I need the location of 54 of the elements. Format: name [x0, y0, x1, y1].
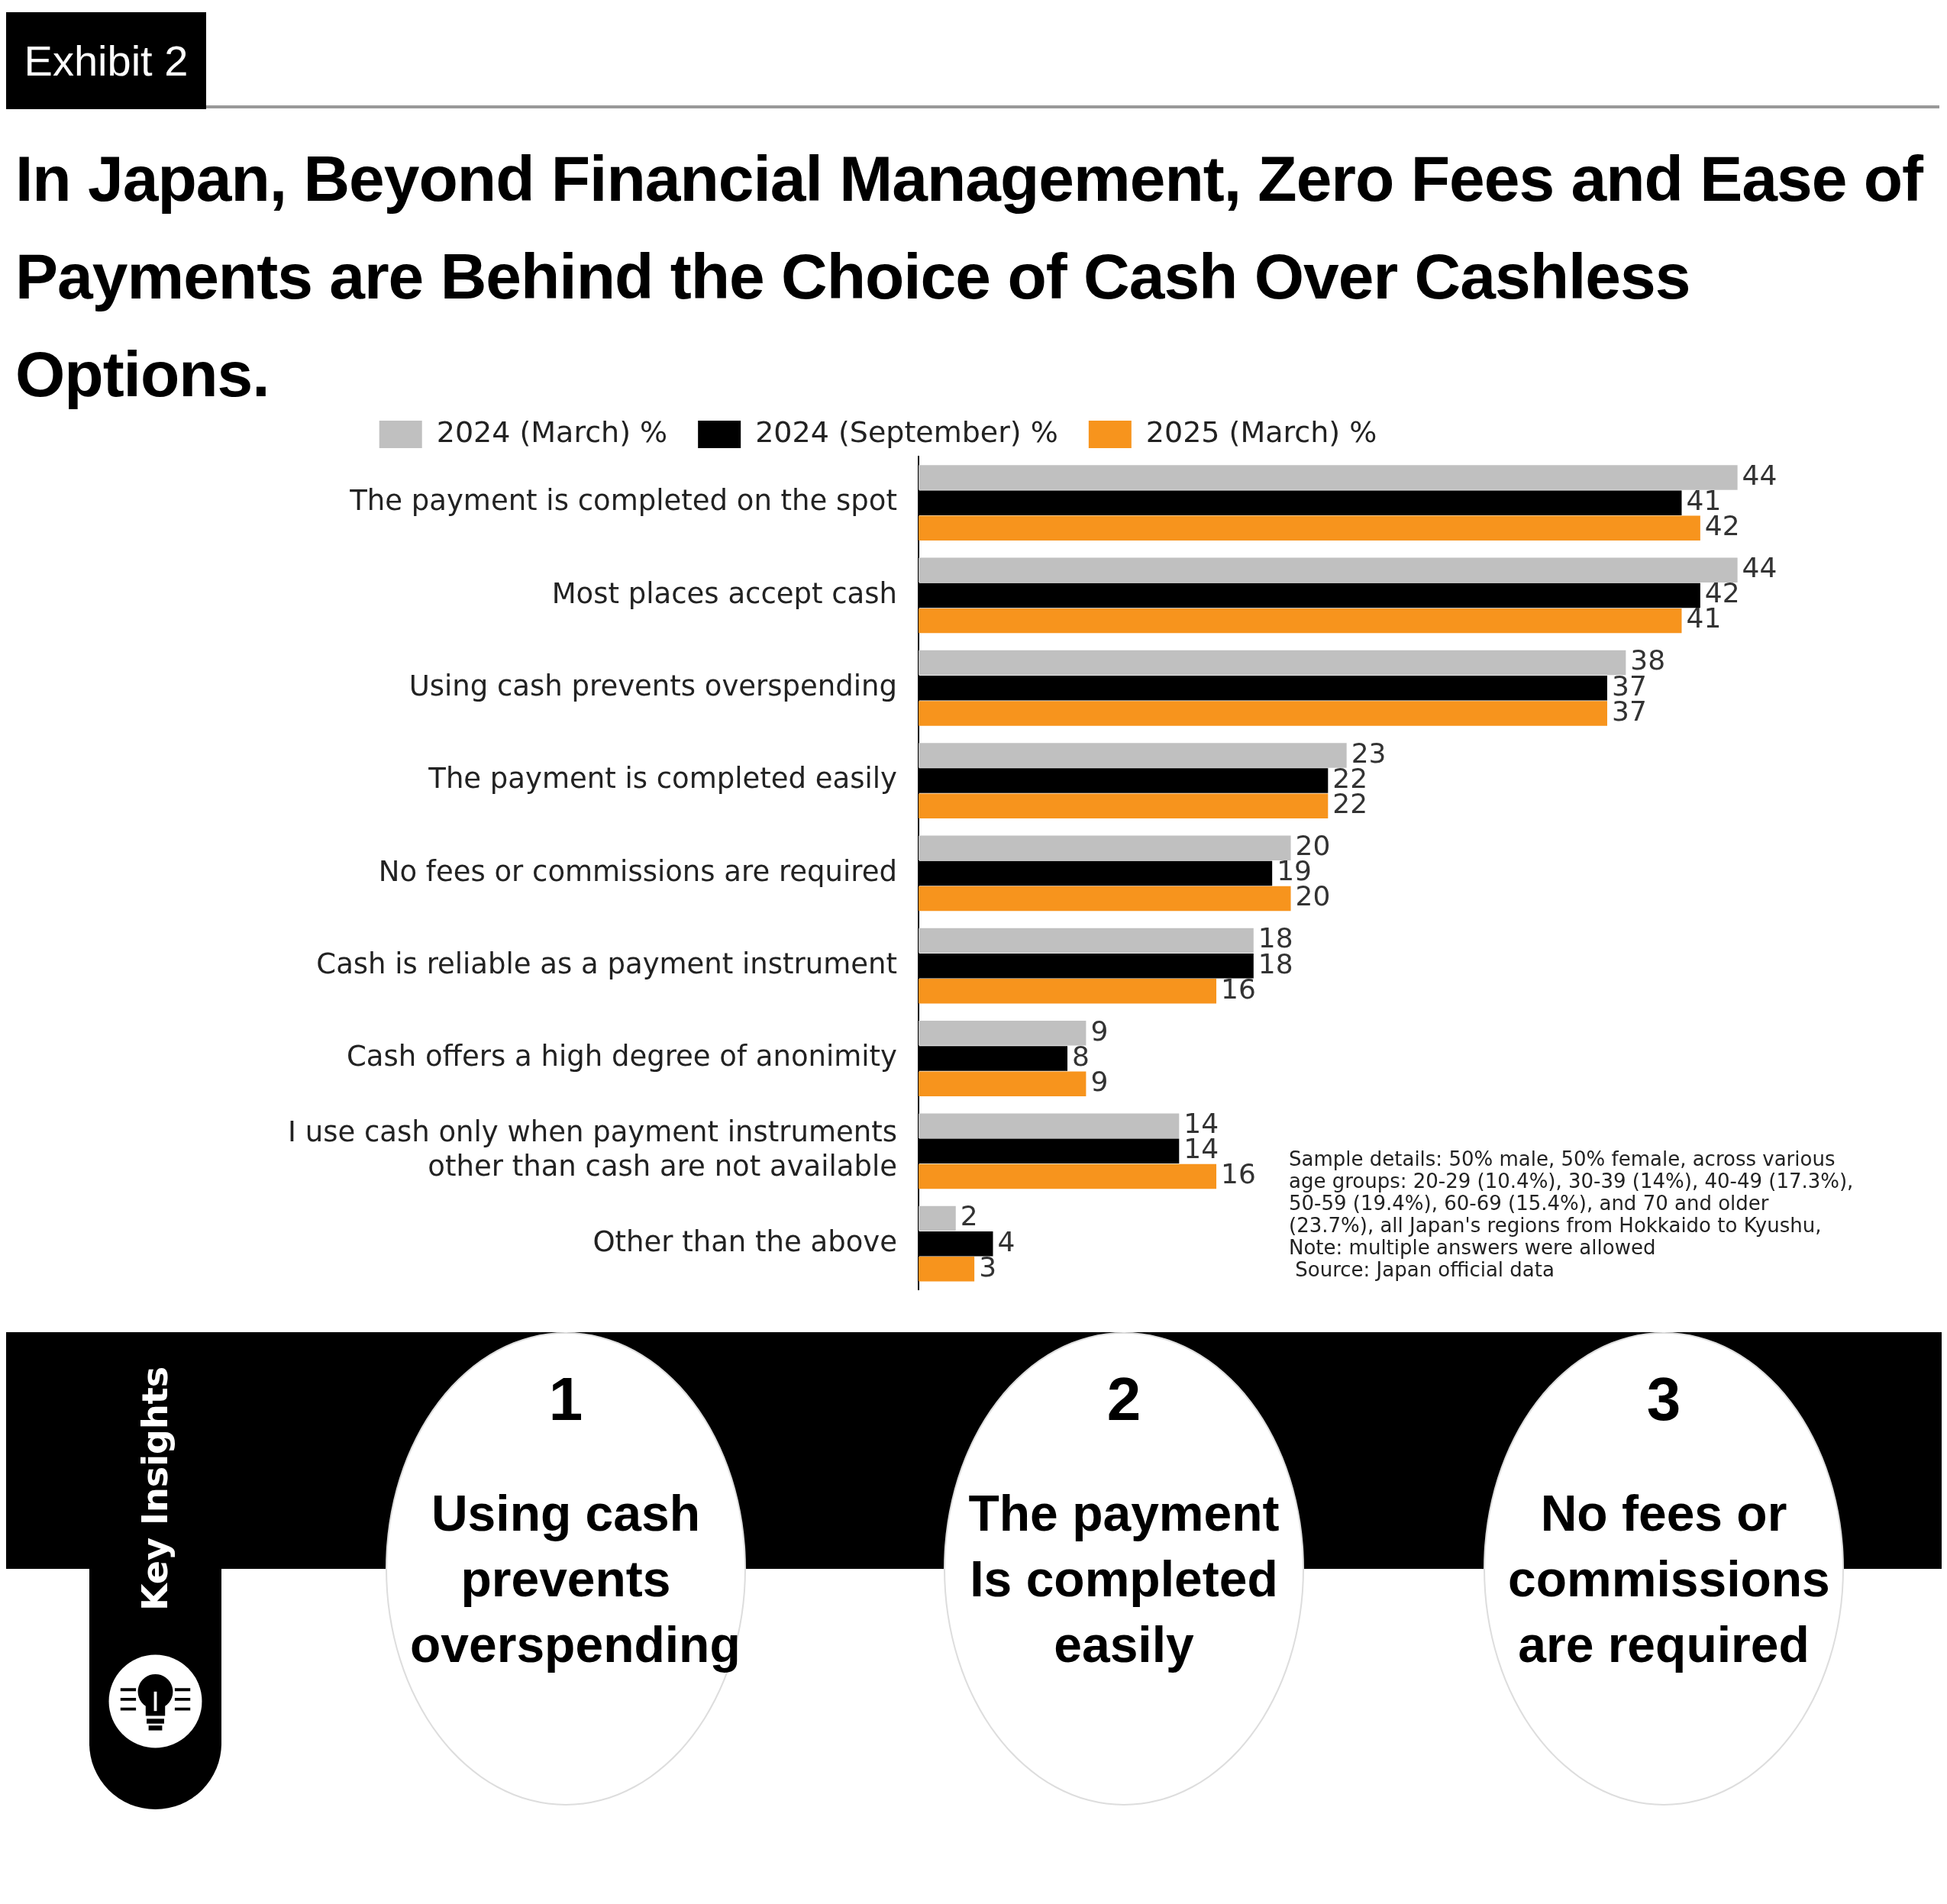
- data-label: 8: [1072, 1040, 1090, 1072]
- bar: [919, 1071, 1087, 1096]
- data-label: 2: [960, 1200, 978, 1232]
- data-label: 44: [1742, 459, 1777, 491]
- y-tick-label: I use cash only when payment instruments other than cash are not available: [288, 1115, 897, 1183]
- text: 1: [547, 1364, 584, 1434]
- y-tick-label: Cash offers a high degree of anonimity: [346, 1040, 897, 1073]
- text: 2: [1106, 1364, 1142, 1434]
- legend-label: 2025 (March) %: [1145, 415, 1377, 449]
- data-label: 9: [1090, 1066, 1109, 1098]
- bar: [919, 1205, 956, 1231]
- y-tick-label: Cash is reliable as a payment instrument: [316, 947, 897, 980]
- text: Key Insights: [134, 1366, 176, 1612]
- bar: [919, 743, 1347, 768]
- bar: [919, 886, 1291, 912]
- data-label: 4: [997, 1225, 1015, 1257]
- bar: [919, 793, 1329, 818]
- y-tick-label: No fees or commissions are required: [378, 854, 897, 888]
- bar: [919, 465, 1738, 490]
- bar: [919, 1257, 975, 1282]
- bar: [919, 1113, 1180, 1138]
- data-label: 44: [1742, 552, 1777, 584]
- data-label: 42: [1704, 510, 1740, 542]
- annotation: Sample details: 50% male, 50% female, across various age groups: 20-29 (10.4%), 30-39 (14%), 40-49 (17.3%), 50-59 (19.4%), 60-69 (15.4%), and 70 and older (23.7%), all Japan's regions from Hokkaido to Kyushu, Note: multiple answers were allowed: [1289, 1147, 1854, 1259]
- bar: [919, 650, 1626, 676]
- bar: [919, 928, 1254, 954]
- bar: [919, 835, 1291, 860]
- bar: [919, 557, 1738, 583]
- legend-label: 2024 (March) %: [436, 415, 668, 449]
- data-label: 16: [1221, 1158, 1256, 1190]
- text: Exhibit 2: [6, 12, 206, 109]
- text: No fees or commissions are required: [1508, 1484, 1830, 1674]
- annotation: Source: Japan official data: [1295, 1258, 1555, 1281]
- bar: [919, 1021, 1087, 1046]
- data-label: 16: [1221, 973, 1256, 1005]
- y-tick-label: Other than the above: [592, 1225, 897, 1258]
- text: The payment Is completed easily: [968, 1484, 1280, 1674]
- bar: [919, 979, 1217, 1004]
- bar: [919, 515, 1700, 541]
- chart-title: In Japan, Beyond Financial Management, Zero Fees and Ease of Payments are Behind the Choice of Cash Over Cashless Options.: [15, 143, 1923, 410]
- data-label: 14: [1183, 1133, 1219, 1165]
- legend-label: 2024 (September) %: [755, 415, 1058, 449]
- data-label: 9: [1090, 1015, 1109, 1047]
- text: 3: [1645, 1364, 1682, 1434]
- y-tick-label: Using cash prevents overspending: [408, 669, 897, 702]
- data-label: 20: [1295, 880, 1331, 912]
- y-tick-label: Most places accept cash: [551, 576, 897, 610]
- bar: [919, 1163, 1217, 1189]
- bar: [919, 608, 1682, 634]
- data-label: 3: [979, 1251, 997, 1283]
- y-tick-label: The payment is completed easily: [428, 762, 897, 795]
- y-tick-label: The payment is completed on the spot: [349, 484, 897, 518]
- data-label: 41: [1686, 602, 1722, 634]
- bar: [919, 701, 1607, 726]
